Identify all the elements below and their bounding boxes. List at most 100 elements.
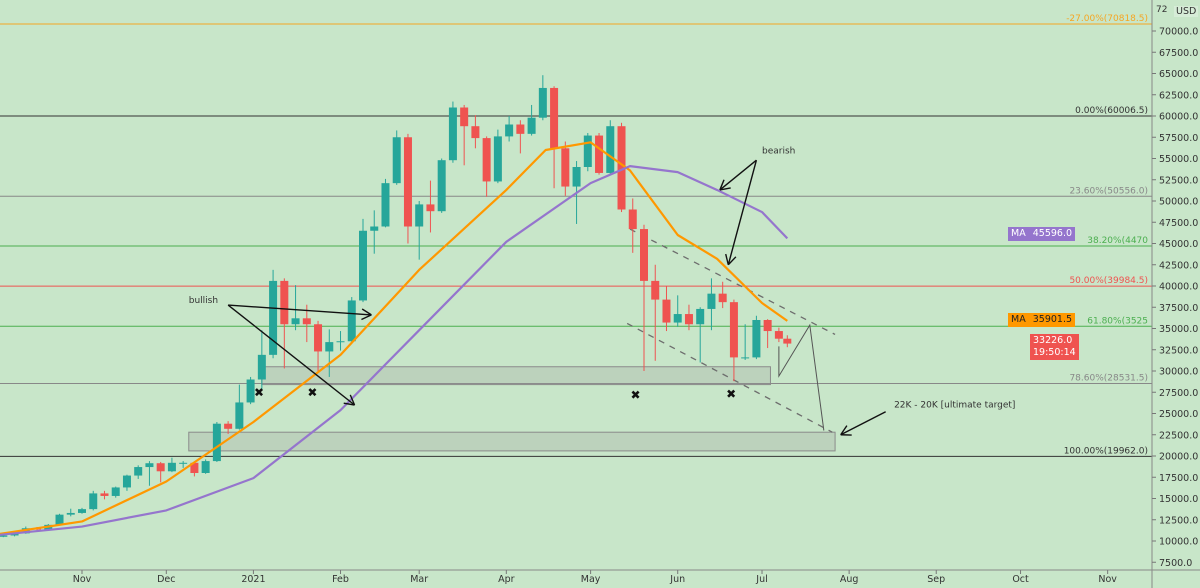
candle <box>370 210 379 254</box>
price-tick-label: 67500.0 <box>1159 48 1198 59</box>
candle-body <box>235 402 244 429</box>
price-tick-label: 22500.0 <box>1159 430 1198 441</box>
x-mark-icon: ✖ <box>631 388 641 402</box>
candle <box>167 457 176 473</box>
candle-body <box>718 293 727 303</box>
price-tick-label: 50000.0 <box>1159 197 1198 208</box>
candle-body <box>291 318 300 325</box>
support-zone-box <box>188 431 836 452</box>
candle-body <box>269 280 278 355</box>
candle-body <box>651 280 660 300</box>
price-tick-label: 12500.0 <box>1159 515 1198 526</box>
candle <box>145 461 154 486</box>
candle-body <box>302 318 311 325</box>
candle <box>269 269 278 359</box>
arrow-head <box>361 308 372 316</box>
candle <box>55 513 64 526</box>
candle <box>325 329 334 377</box>
currency-text: USD <box>1176 6 1197 17</box>
last-price-badge: 33226.0 19:50:14 <box>1030 334 1079 360</box>
arrow-head <box>725 253 729 265</box>
candle-body <box>662 299 671 323</box>
candle-body <box>763 320 772 332</box>
price-tick-label: 42500.0 <box>1159 260 1198 271</box>
candle <box>651 264 660 361</box>
candle <box>471 115 480 149</box>
candle-body <box>426 204 435 212</box>
candle <box>718 281 727 309</box>
candle <box>729 299 738 382</box>
candle <box>538 75 547 121</box>
candle-body <box>493 136 502 182</box>
candle <box>190 461 199 477</box>
channel-trendline <box>626 322 833 433</box>
price-tick-label: 52500.0 <box>1159 175 1198 186</box>
candle-body <box>538 87 547 118</box>
fib-level-label: 78.60%(28531.5) <box>1069 373 1148 383</box>
candle <box>561 141 570 196</box>
time-tick-label: May <box>581 574 601 585</box>
candle-body <box>370 226 379 231</box>
candle-body <box>673 314 682 323</box>
ma-slow-line <box>0 165 789 536</box>
candle-body <box>527 117 536 134</box>
candle-body <box>583 135 592 167</box>
ma-fast-line <box>0 141 788 535</box>
candle <box>179 461 188 468</box>
annotation-text: bearish <box>762 146 795 156</box>
time-tick-label: Nov <box>1098 574 1117 585</box>
ma-fast-tag: MA <box>1011 314 1026 325</box>
time-tick-label: Feb <box>332 574 349 585</box>
annotation-arrow <box>727 160 758 265</box>
candle-body <box>403 137 412 227</box>
ma-slow-tag: MA <box>1011 228 1026 239</box>
candle <box>684 304 693 331</box>
support-zone-box <box>261 366 771 386</box>
candle-body <box>617 126 626 210</box>
fib-level-label: 23.60%(50556.0) <box>1069 186 1148 196</box>
bar-countdown: 19:50:14 <box>1033 347 1076 358</box>
arrow-head <box>840 425 848 436</box>
candle <box>224 421 233 434</box>
candle <box>415 201 424 260</box>
candle-body <box>224 423 233 429</box>
x-mark-icon: ✖ <box>726 387 736 401</box>
candle <box>201 459 210 474</box>
time-tick-label: 2021 <box>241 574 265 585</box>
candle-body <box>741 357 750 359</box>
annotation-text: 22K - 20K [ultimate target] <box>894 401 1015 411</box>
candle <box>707 278 716 331</box>
candle-body <box>66 512 75 515</box>
candle <box>257 330 266 390</box>
annotation-arrow <box>227 304 356 406</box>
candle <box>595 133 604 175</box>
candle <box>246 376 255 405</box>
candle <box>347 297 356 343</box>
candle-body <box>89 493 98 510</box>
candle <box>640 224 648 371</box>
candle-body <box>707 293 716 309</box>
candle <box>783 335 792 348</box>
candle-body <box>314 324 323 352</box>
top-tick-partial: 72 <box>1156 5 1168 15</box>
candle <box>336 331 345 351</box>
ma-slow-value: 45596.0 <box>1032 228 1073 239</box>
candle-body <box>190 462 199 473</box>
candle-body <box>156 463 165 472</box>
candle-body <box>134 467 143 476</box>
candle <box>212 422 221 462</box>
candle <box>516 120 525 154</box>
price-tick-label: 7500.0 <box>1159 558 1192 569</box>
currency-label[interactable]: USD <box>1174 6 1199 17</box>
candle-body <box>774 331 783 339</box>
candle-body <box>572 167 581 187</box>
candle-body <box>550 87 559 149</box>
fib-level-label: 100.00%(19962.0) <box>1064 446 1148 456</box>
price-tick-label: 45000.0 <box>1159 239 1198 250</box>
candle <box>774 327 783 343</box>
ma-fast-value: 35901.5 <box>1032 314 1073 325</box>
candle-body <box>111 487 120 496</box>
candle-body <box>640 229 648 281</box>
candle <box>583 133 592 172</box>
